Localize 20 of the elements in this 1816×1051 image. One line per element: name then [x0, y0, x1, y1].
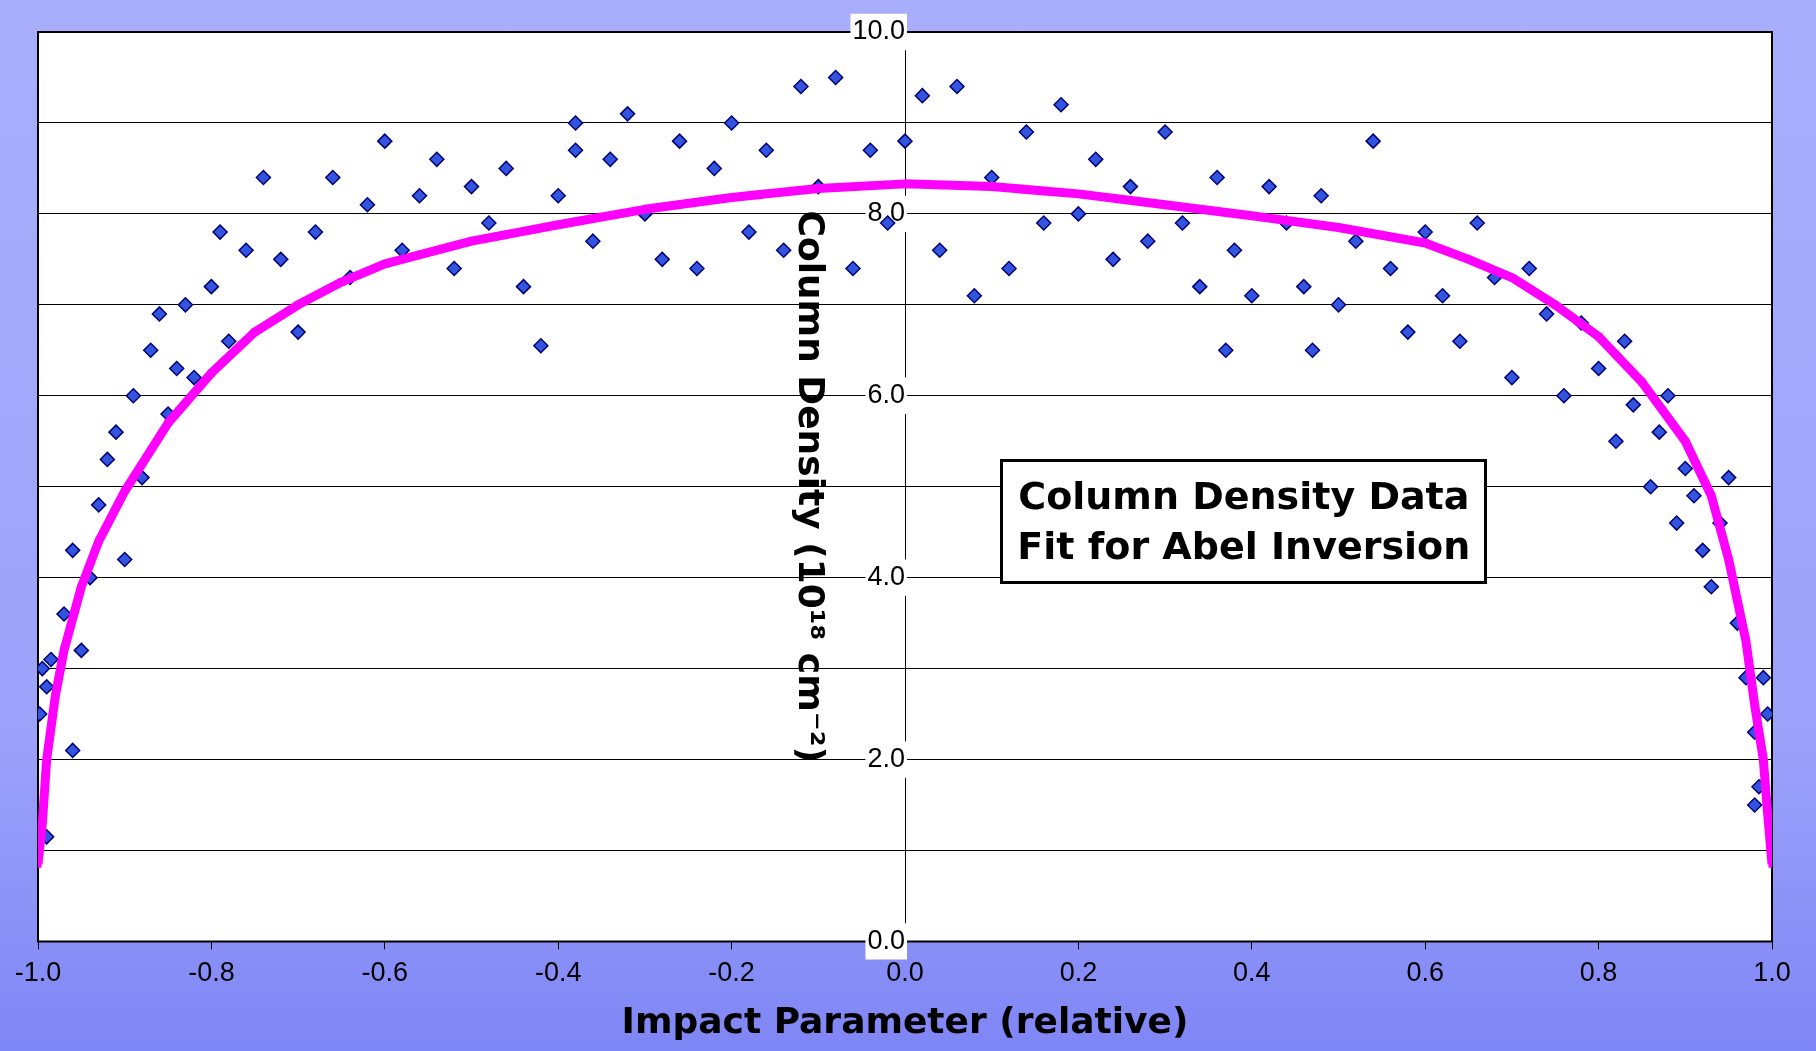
x-tick-label: 0.4 — [1233, 957, 1271, 988]
y-tick-label: 2.0 — [867, 742, 905, 773]
x-tick-label: -0.2 — [708, 957, 755, 988]
y-tick-label: 8.0 — [867, 197, 905, 228]
y-tick-label: 4.0 — [867, 561, 905, 592]
x-tick-label: -0.4 — [534, 957, 582, 988]
annotation: Column Density Data Fit for Abel Inversion — [1000, 459, 1488, 585]
x-tick-label: 0.8 — [1579, 957, 1618, 988]
x-tick-label: 0.2 — [1059, 957, 1098, 988]
x-tick-label: 0.6 — [1406, 957, 1444, 988]
y-tick-label: 6.0 — [867, 379, 905, 410]
x-axis-title: Impact Parameter (relative) — [621, 999, 1189, 1041]
y-tick-label: 10.0 — [852, 15, 905, 46]
y-tick-label: 0.0 — [867, 924, 905, 955]
x-tick-label: -0.6 — [361, 957, 409, 988]
x-tick-label: -0.8 — [188, 957, 235, 988]
y-axis-title: Column Density (10¹⁸ cm⁻²) — [791, 210, 833, 763]
x-tick-label: 1.0 — [1753, 957, 1791, 988]
x-tick-label: -1.0 — [14, 957, 62, 988]
x-tick-label: 0.0 — [886, 957, 924, 988]
